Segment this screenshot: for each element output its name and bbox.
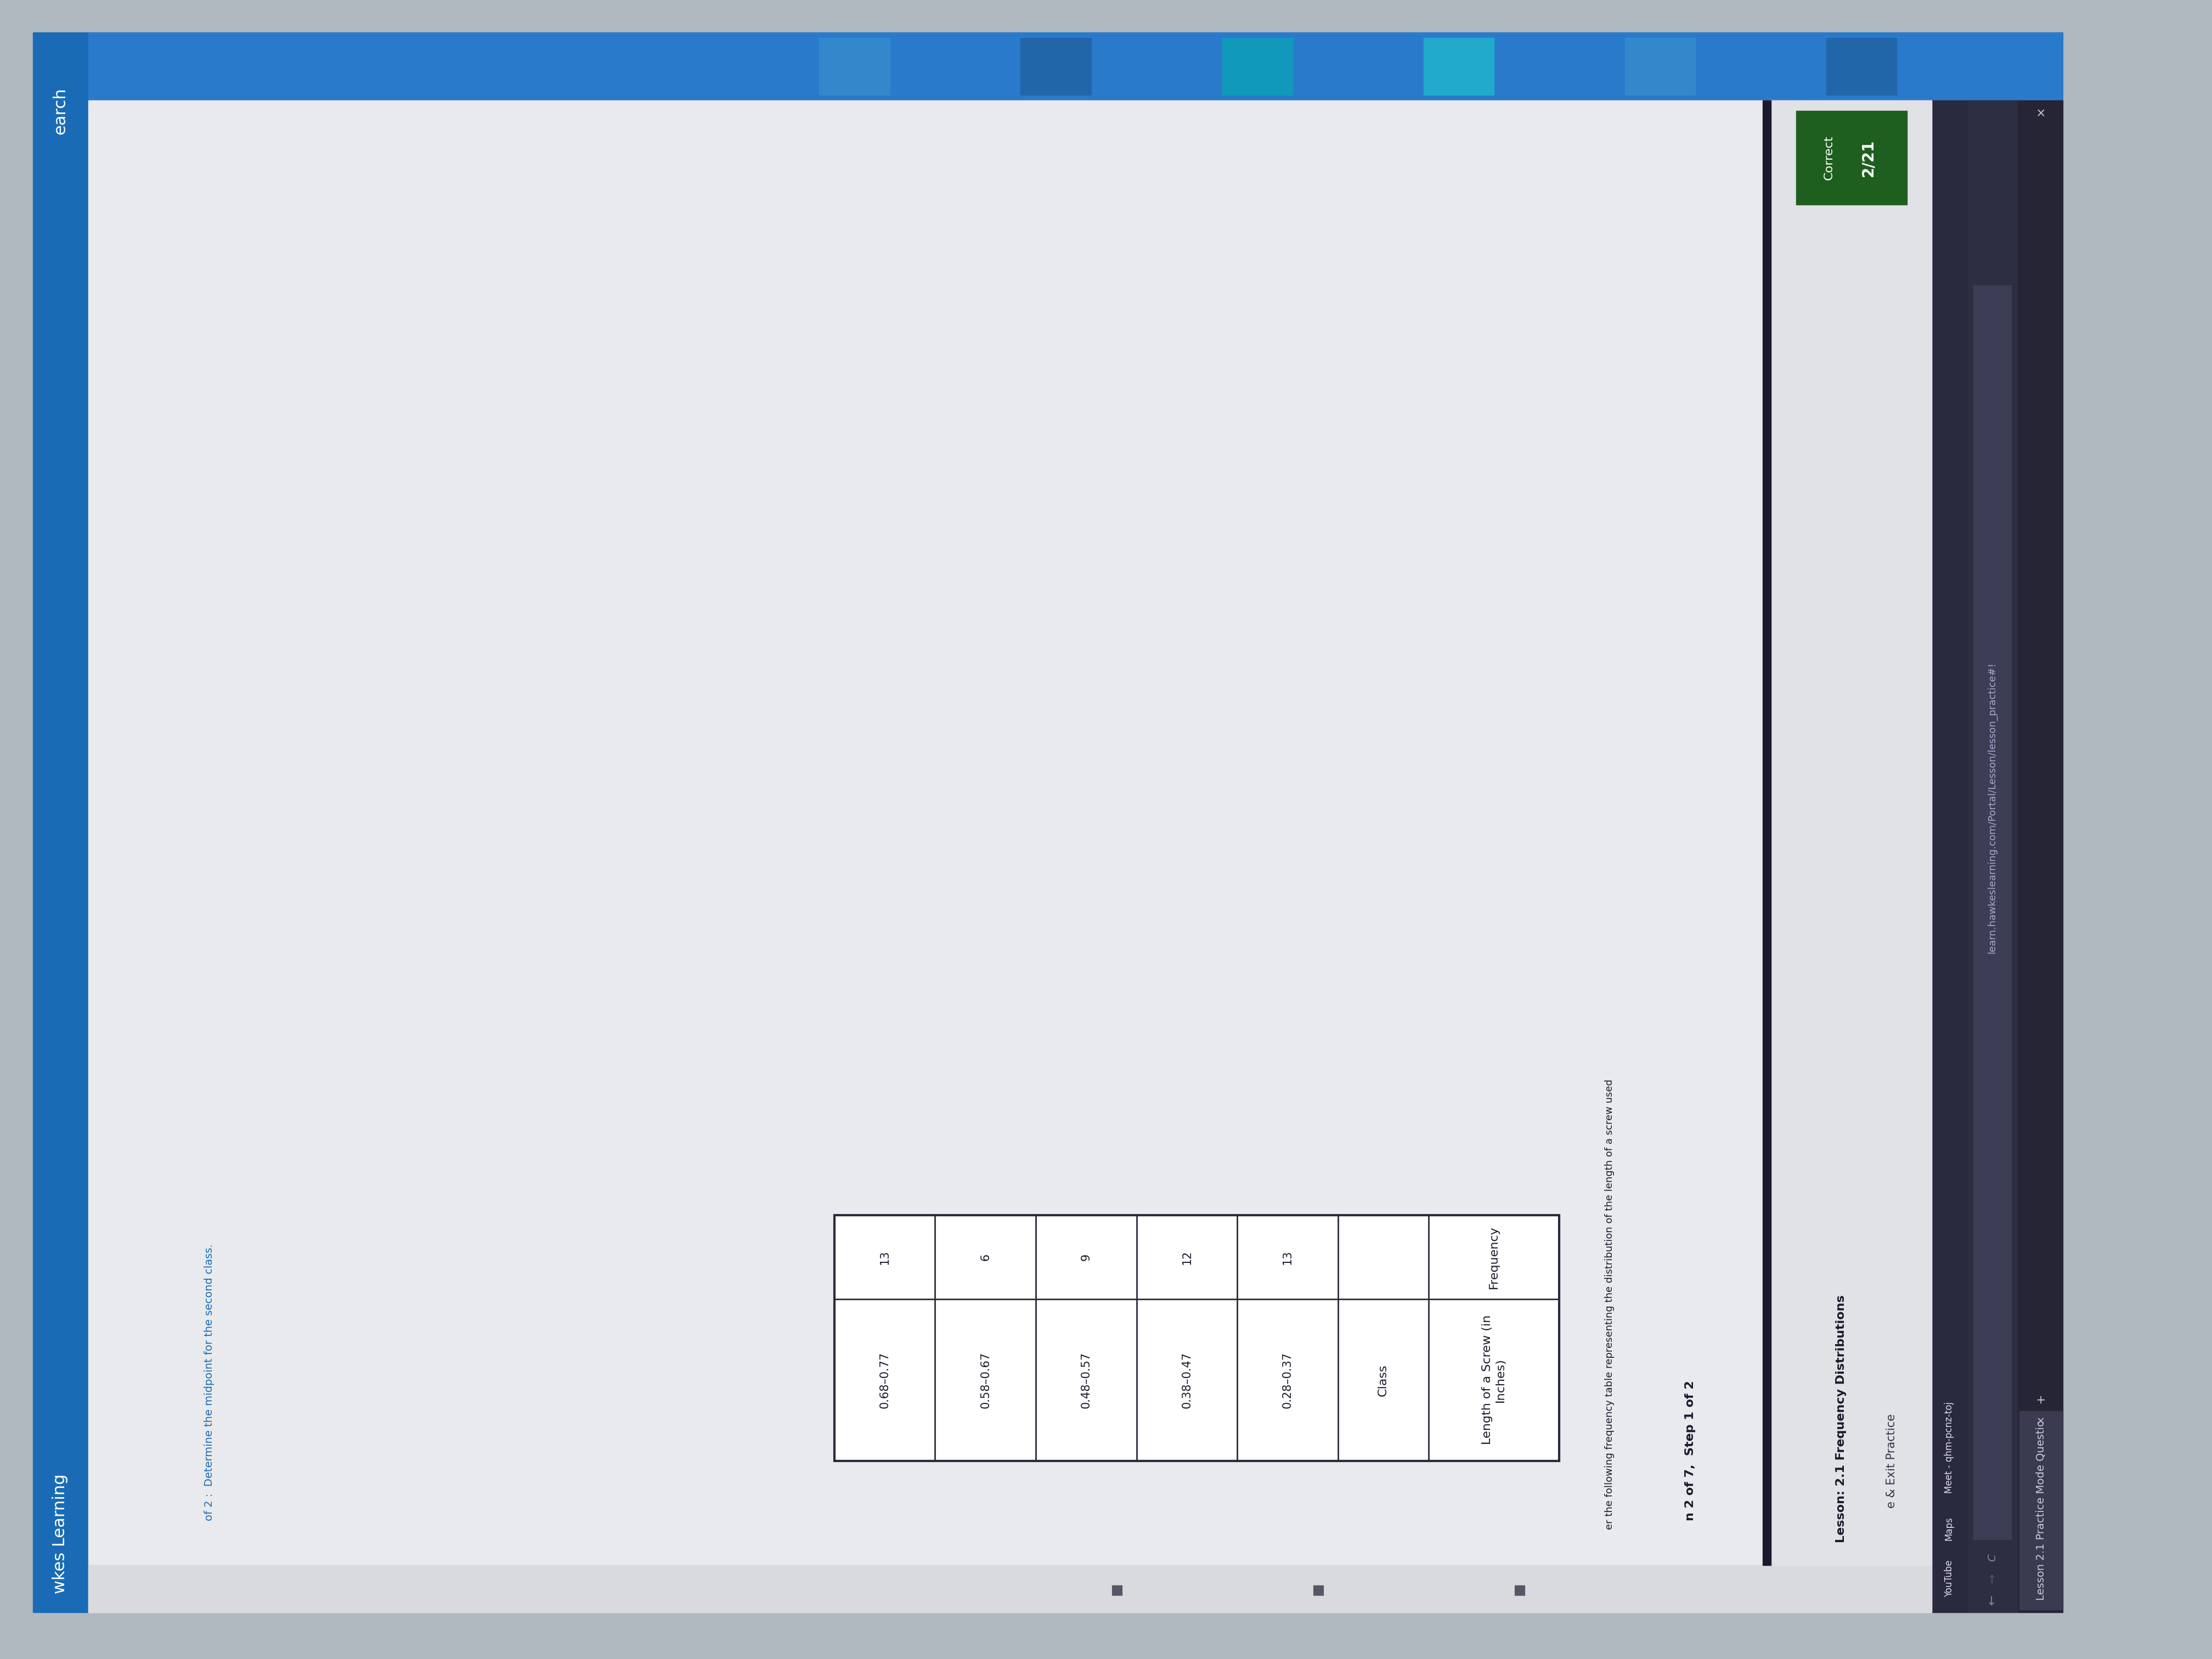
Polygon shape [1931,100,1966,1613]
Text: 2/21: 2/21 [1860,139,1876,176]
Text: 0.48–0.57: 0.48–0.57 [1082,1352,1091,1408]
Text: er the following frequency table representing the distribution of the length of : er the following frequency table represe… [1604,1078,1615,1530]
Text: Correct: Correct [1823,136,1834,181]
Text: ×: × [2035,106,2046,116]
Polygon shape [2020,1412,2064,1609]
Text: 6: 6 [980,1254,991,1261]
Polygon shape [88,100,1931,1613]
Polygon shape [88,1566,1931,1613]
Polygon shape [1827,38,1896,95]
Text: Frequency: Frequency [1489,1226,1500,1289]
Polygon shape [1772,100,1931,1566]
Text: Lesson: 2.1 Frequency Distributions: Lesson: 2.1 Frequency Distributions [1836,1296,1847,1543]
Text: 0.68–0.77: 0.68–0.77 [878,1352,889,1408]
Polygon shape [88,33,2064,100]
Text: ■: ■ [1110,1583,1124,1596]
Polygon shape [818,38,889,95]
Polygon shape [1973,285,2011,1540]
Polygon shape [1966,100,2017,1613]
Text: ×: × [2035,1415,2046,1423]
Polygon shape [834,1216,1559,1462]
Text: e & Exit Practice: e & Exit Practice [1887,1413,1898,1508]
Text: n 2 of 7,  Step 1 of 2: n 2 of 7, Step 1 of 2 [1686,1380,1697,1521]
Text: wkes Learning: wkes Learning [53,1475,69,1594]
Text: 13: 13 [1283,1249,1294,1264]
Text: 0.38–0.47: 0.38–0.47 [1181,1352,1192,1408]
Text: YouTube: YouTube [1944,1559,1953,1598]
Text: 9: 9 [1082,1254,1091,1261]
Polygon shape [1796,111,1907,204]
Text: 0.28–0.37: 0.28–0.37 [1283,1352,1294,1408]
Polygon shape [1422,38,1493,95]
Text: ■: ■ [1513,1583,1526,1596]
Polygon shape [834,1216,1559,1462]
Text: 13: 13 [878,1249,889,1264]
Polygon shape [2017,100,2064,1613]
Text: ■: ■ [1312,1583,1325,1596]
Text: →: → [1986,1573,1997,1583]
Polygon shape [1020,38,1091,95]
Text: ←: ← [1986,1594,1997,1604]
Text: earch: earch [53,88,69,134]
Text: +: + [2035,1394,2046,1404]
Text: C: C [1986,1554,1997,1561]
Text: Class: Class [1378,1364,1389,1395]
Text: learn.hawkeslearning.com/Portal/Lesson/lesson_practice#!: learn.hawkeslearning.com/Portal/Lesson/l… [1986,662,1997,954]
Text: 0.58–0.67: 0.58–0.67 [980,1352,991,1408]
Text: of 2 :  Determine the midpoint for the second class.: of 2 : Determine the midpoint for the se… [204,1244,215,1521]
Text: Lesson 2.1 Practice Mode Questic: Lesson 2.1 Practice Mode Questic [2035,1420,2046,1601]
Text: Maps: Maps [1944,1516,1953,1541]
Polygon shape [33,33,2064,1613]
Text: Meet - qhm-pcnz-toj: Meet - qhm-pcnz-toj [1944,1402,1953,1493]
Text: Length of a Screw (in
Inches): Length of a Screw (in Inches) [1482,1316,1506,1445]
Polygon shape [1221,38,1292,95]
Polygon shape [1626,38,1694,95]
Polygon shape [33,33,88,1613]
Text: 12: 12 [1181,1249,1192,1264]
Polygon shape [1763,100,1772,1566]
